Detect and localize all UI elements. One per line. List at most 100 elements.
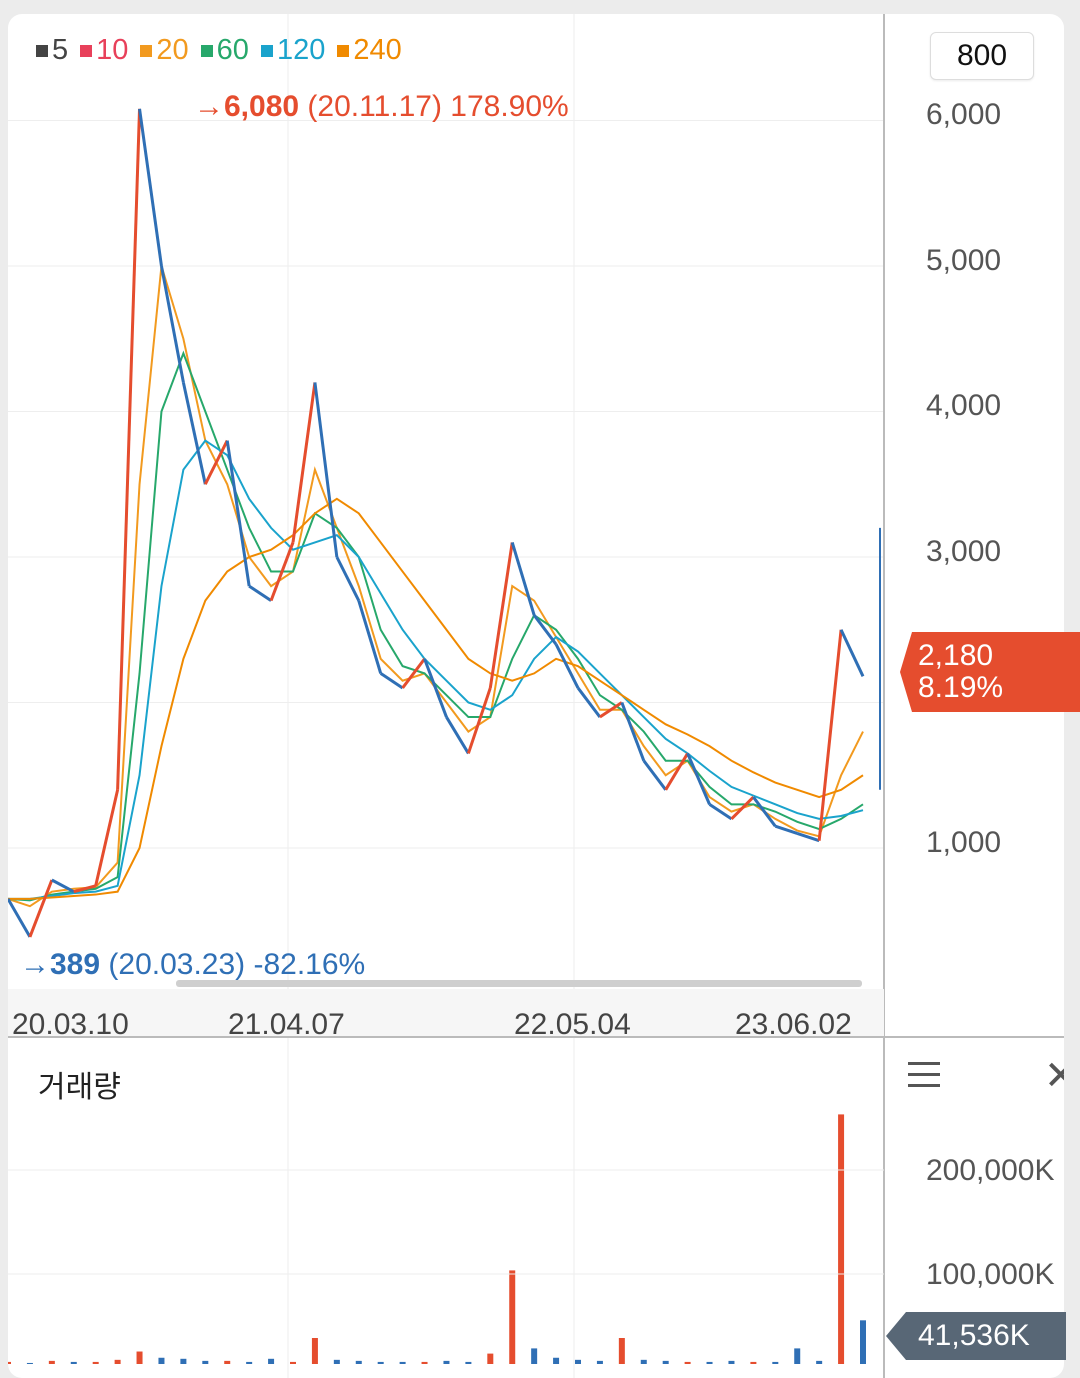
- volume-bar: [618, 1338, 625, 1364]
- price-segment: [445, 716, 470, 755]
- close-icon[interactable]: ✕: [1044, 1054, 1064, 1098]
- price-segment: [730, 796, 755, 820]
- high-detail: (20.11.17) 178.90%: [299, 90, 569, 123]
- price-segment: [116, 108, 142, 790]
- price-segment: [357, 600, 383, 674]
- legend-swatch: [200, 44, 213, 57]
- volume-bar: [596, 1360, 603, 1364]
- price-segment: [181, 382, 207, 485]
- volume-bar: [202, 1360, 209, 1364]
- volume-panel-title: 거래량: [38, 1071, 121, 1104]
- price-segment: [73, 884, 97, 894]
- chart-card: 5 10 20 60 120 240 800 6,000 5,000 4,000 3,00…: [8, 14, 1064, 1378]
- x-tick-label: 22.05.04: [514, 1008, 631, 1041]
- volume-bar: [465, 1361, 472, 1364]
- price-segment: [8, 898, 32, 938]
- volume-tick-200000k: 200,000K: [926, 1154, 1055, 1187]
- legend-label: 10: [96, 34, 129, 66]
- menu-icon[interactable]: [908, 1062, 940, 1090]
- volume-bar: [509, 1270, 516, 1364]
- volume-bar: [26, 1362, 33, 1364]
- price-segment: [401, 657, 426, 689]
- price-segment: [664, 752, 689, 791]
- volume-bar: [706, 1361, 713, 1364]
- legend-swatch: [140, 44, 153, 57]
- x-tick-label: 23.06.02: [735, 1008, 852, 1041]
- price-segment: [510, 542, 536, 616]
- price-segment: [335, 556, 361, 602]
- volume-bar: [377, 1361, 384, 1364]
- price-segment: [817, 629, 843, 841]
- legend-swatch: [36, 44, 48, 57]
- price-segment: [554, 643, 580, 689]
- volume-tick-100000k: 100,000K: [926, 1258, 1055, 1291]
- volume-bar: [48, 1360, 55, 1364]
- price-segment: [159, 265, 185, 383]
- volume-bar: [421, 1361, 428, 1364]
- volume-bar: [92, 1361, 99, 1364]
- volume-bar: [772, 1361, 779, 1364]
- volume-bar: [640, 1359, 647, 1364]
- price-segment: [225, 440, 251, 587]
- volume-bar: [311, 1338, 318, 1364]
- legend-item[interactable]: 10: [80, 34, 128, 67]
- price-segment: [839, 629, 865, 677]
- ma-line-240: [8, 497, 864, 900]
- volume-bar: [860, 1320, 866, 1364]
- price-segment: [203, 439, 229, 485]
- price-segment: [708, 803, 733, 821]
- legend-item[interactable]: 120: [260, 34, 325, 67]
- ma-line-120: [8, 439, 864, 900]
- volume-bar: [794, 1348, 801, 1364]
- price-segment: [488, 542, 514, 689]
- price-segment: [51, 878, 75, 893]
- y-tick-6000: 6,000: [926, 98, 1002, 131]
- arrow-icon: →: [20, 948, 50, 981]
- y-tick-5000: 5,000: [926, 244, 1002, 277]
- price-segment: [28, 879, 54, 938]
- volume-bar: [70, 1361, 77, 1364]
- volume-bar: [728, 1360, 735, 1364]
- volume-bar: [180, 1358, 187, 1364]
- legend-item[interactable]: 5: [36, 34, 68, 67]
- volume-bar: [268, 1358, 275, 1364]
- x-axis-band: [8, 989, 884, 1037]
- current-price-tag: 2,180 8.19%: [900, 632, 1080, 712]
- arrow-icon: →: [194, 90, 224, 123]
- legend-label: 60: [216, 34, 249, 66]
- zoom-value-box[interactable]: 800: [930, 32, 1034, 80]
- volume-bar: [355, 1360, 362, 1364]
- legend-item[interactable]: 240: [337, 34, 402, 67]
- volume-bar: [750, 1361, 757, 1364]
- price-segment: [269, 541, 295, 602]
- price-segment: [620, 701, 646, 762]
- price-chart[interactable]: [8, 14, 1064, 1378]
- low-detail: (20.03.23) -82.16%: [100, 948, 366, 981]
- price-segment: [423, 658, 448, 718]
- ma-line-20: [8, 265, 864, 908]
- price-segment: [774, 824, 798, 835]
- ma-line-60: [8, 350, 864, 902]
- x-tick-label: 21.04.07: [228, 1008, 345, 1041]
- volume-bar: [333, 1359, 340, 1364]
- legend-item[interactable]: 20: [140, 34, 189, 67]
- price-segment: [94, 789, 120, 887]
- price-segment: [576, 687, 602, 718]
- price-segment: [379, 672, 404, 690]
- price-segment: [532, 614, 558, 646]
- scrollbar[interactable]: [176, 980, 862, 987]
- current-volume-tag: 41,536K: [886, 1312, 1066, 1360]
- y-tick-3000: 3,000: [926, 535, 1002, 568]
- volume-bar: [399, 1361, 406, 1364]
- legend-swatch: [80, 44, 93, 57]
- price-segment: [291, 382, 317, 543]
- volume-bar: [816, 1360, 823, 1364]
- volume-bar: [158, 1357, 165, 1364]
- price-segment: [796, 832, 820, 843]
- volume-bar: [290, 1361, 296, 1364]
- current-change: 8.19%: [918, 671, 1004, 704]
- ma-legend: 5 10 20 60 120 240: [36, 34, 402, 67]
- high-annotation: →6,080 (20.11.17) 178.90%: [194, 90, 569, 124]
- legend-item[interactable]: 60: [200, 34, 249, 67]
- volume-bar: [246, 1361, 253, 1364]
